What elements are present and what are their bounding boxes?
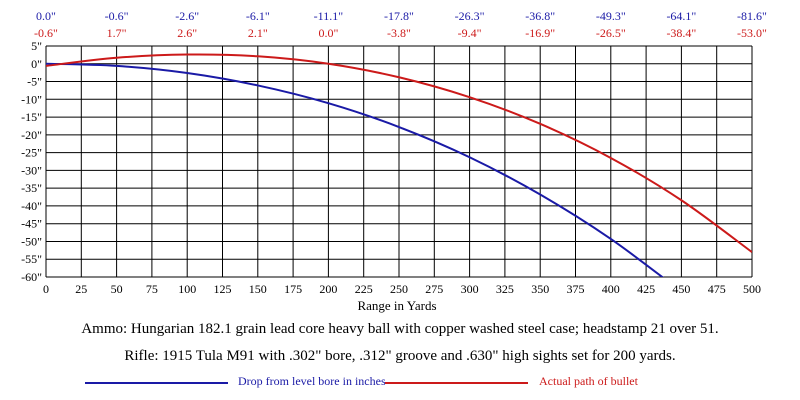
path-value-label: 1.7" <box>107 26 127 40</box>
x-tick-label: 0 <box>43 282 49 296</box>
path-value-label: -3.8" <box>387 26 411 40</box>
x-tick-label: 425 <box>637 282 655 296</box>
y-tick-label: -25" <box>21 146 42 160</box>
drop-value-label: -0.6" <box>105 9 129 23</box>
path-value-label: 0.0" <box>318 26 338 40</box>
x-tick-label: 450 <box>672 282 690 296</box>
x-tick-label: 100 <box>178 282 196 296</box>
x-tick-label: 125 <box>214 282 232 296</box>
drop-value-label: -26.3" <box>455 9 485 23</box>
x-tick-label: 325 <box>496 282 514 296</box>
path-value-label: 2.6" <box>177 26 197 40</box>
legend-path-label: Actual path of bullet <box>539 374 638 388</box>
y-tick-label: -15" <box>21 110 42 124</box>
y-tick-label: 0" <box>31 57 42 71</box>
drop-value-label: -6.1" <box>246 9 270 23</box>
path-value-label: -38.4" <box>666 26 696 40</box>
y-tick-label: -60" <box>21 270 42 284</box>
drop-value-label: -17.8" <box>384 9 414 23</box>
x-tick-label: 75 <box>146 282 158 296</box>
x-tick-label: 250 <box>390 282 408 296</box>
drop-value-label: -49.3" <box>596 9 626 23</box>
legend-drop-swatch <box>85 382 228 384</box>
path-series-line <box>46 53 752 253</box>
x-tick-label: 50 <box>111 282 123 296</box>
x-tick-label: 225 <box>355 282 373 296</box>
y-tick-label: 5" <box>31 39 42 53</box>
top-value-labels: 0.0" -0.6" -0.6" 1.7" -2.6" 2.6" -6.1" 2.1" -11.… <box>34 9 767 40</box>
y-tick-label: -5" <box>27 75 42 89</box>
chart-grid <box>45 45 753 278</box>
y-tick-label: -35" <box>21 181 42 195</box>
x-tick-label: 475 <box>708 282 726 296</box>
path-value-label: -53.0" <box>737 26 767 40</box>
x-tick-label: 275 <box>425 282 443 296</box>
x-tick-label: 400 <box>602 282 620 296</box>
path-value-label: -9.4" <box>458 26 482 40</box>
drop-value-label: 0.0" <box>36 9 56 23</box>
x-tick-label: 200 <box>319 282 337 296</box>
path-value-label: -26.5" <box>596 26 626 40</box>
x-tick-label: 500 <box>743 282 761 296</box>
drop-value-label: -81.6" <box>737 9 767 23</box>
y-tick-label: -50" <box>21 234 42 248</box>
y-axis-ticks: 5" 0" -5" -10" -15" -20" -25" -30" -35" -40" -45" -… <box>21 39 42 284</box>
x-tick-label: 150 <box>249 282 267 296</box>
series-lines <box>46 53 752 277</box>
x-tick-label: 350 <box>531 282 549 296</box>
x-tick-label: 25 <box>75 282 87 296</box>
y-tick-label: -30" <box>21 163 42 177</box>
x-axis-ticks: 0 25 50 75 100 125 150 175 200 225 250 275 300 325 350… <box>43 282 761 296</box>
path-value-label: -0.6" <box>34 26 58 40</box>
drop-value-label: -36.8" <box>525 9 555 23</box>
rifle-caption: Rifle: 1915 Tula M91 with .302" bore, .3… <box>124 348 676 364</box>
y-tick-label: -45" <box>21 217 42 231</box>
x-tick-label: 300 <box>461 282 479 296</box>
drop-value-label: -11.1" <box>314 9 344 23</box>
path-value-label: 2.1" <box>248 26 268 40</box>
legend-drop-label: Drop from level bore in inches <box>238 374 386 388</box>
x-axis-title: Range in Yards <box>357 298 436 313</box>
drop-value-label: -2.6" <box>175 9 199 23</box>
x-tick-label: 375 <box>567 282 585 296</box>
drop-series-line <box>46 62 664 277</box>
y-tick-label: -55" <box>21 252 42 266</box>
x-tick-label: 175 <box>284 282 302 296</box>
y-tick-label: -10" <box>21 92 42 106</box>
y-tick-label: -20" <box>21 128 42 142</box>
legend-path-swatch <box>385 382 528 384</box>
ammo-caption: Ammo: Hungarian 182.1 grain lead core he… <box>81 321 719 337</box>
path-value-label: -16.9" <box>525 26 555 40</box>
y-tick-label: -40" <box>21 199 42 213</box>
drop-value-label: -64.1" <box>666 9 696 23</box>
